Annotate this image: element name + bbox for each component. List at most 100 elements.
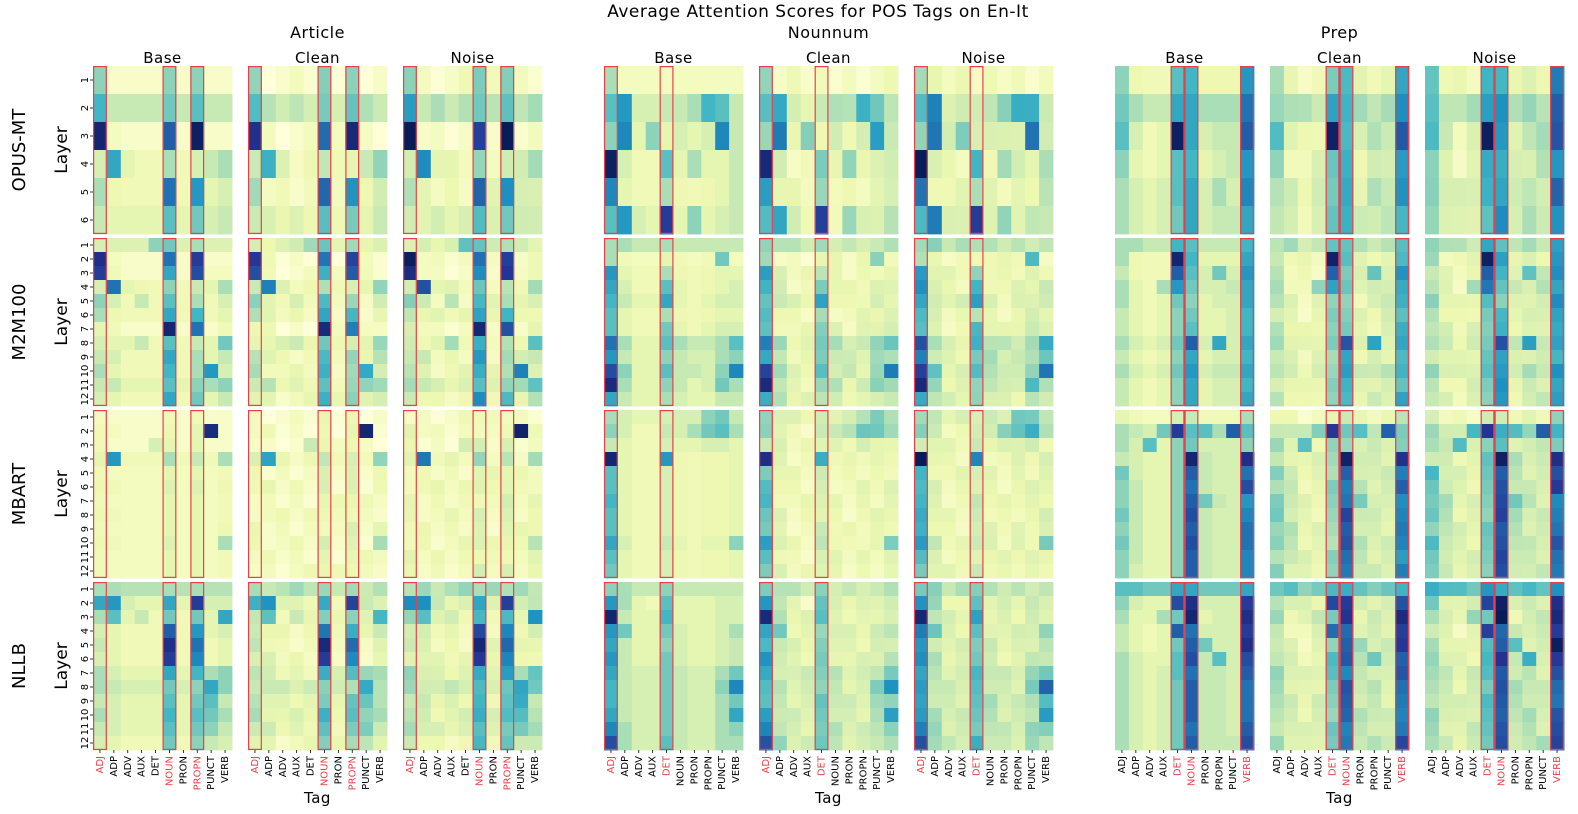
- heatmap-cell: [345, 610, 360, 625]
- heatmap-cell: [659, 392, 674, 407]
- heatmap-cell: [659, 666, 674, 681]
- heatmap-cell: [514, 94, 529, 123]
- heatmap-cell: [1494, 378, 1509, 393]
- heatmap-cell: [190, 150, 205, 179]
- highlight-outline-adj: [603, 410, 618, 579]
- heatmap-cell: [93, 280, 108, 295]
- heatmap-cell: [403, 736, 418, 751]
- heatmap-cell: [416, 722, 432, 737]
- heatmap-cell: [500, 206, 515, 235]
- heatmap-cell: [1494, 438, 1509, 453]
- heatmap-cell: [814, 350, 829, 365]
- heatmap-cell: [870, 522, 885, 537]
- heatmap-cell: [162, 238, 177, 253]
- heatmap-cell: [604, 494, 619, 509]
- heatmap-cell: [1381, 596, 1396, 611]
- heatmap-cell: [1536, 536, 1551, 551]
- heatmap-cell: [645, 178, 660, 207]
- heatmap-cell: [1240, 480, 1255, 495]
- y-tick-label-m2m100-4: 4: [80, 284, 91, 290]
- heatmap-cell: [106, 522, 122, 537]
- heatmap-cell: [1353, 122, 1368, 151]
- heatmap-cell: [1025, 666, 1040, 681]
- heatmap-cell: [1508, 424, 1523, 439]
- heatmap-cell: [1270, 708, 1285, 723]
- heatmap-cell: [914, 94, 929, 123]
- heatmap-cell: [1198, 252, 1213, 267]
- heatmap-cell: [275, 638, 291, 653]
- heatmap-cell: [289, 364, 304, 379]
- heatmap-cell: [1226, 322, 1241, 337]
- heatmap-cell: [331, 494, 346, 509]
- heatmap-cell: [969, 150, 984, 179]
- heatmap-cell: [955, 480, 970, 495]
- heatmap-cell: [403, 638, 418, 653]
- highlight-outline-noun: [1339, 65, 1354, 235]
- heatmap-cell: [303, 624, 318, 639]
- x-tick-label-punct: PUNCT: [206, 755, 217, 790]
- heatmap-cell: [1025, 624, 1040, 639]
- y-tick-label-m2m100-5: 5: [80, 298, 91, 304]
- heatmap-cell: [345, 424, 360, 439]
- heatmap-cell: [828, 508, 843, 523]
- heatmap-cell: [275, 508, 291, 523]
- heatmap-cell: [345, 266, 360, 281]
- heatmap-cell: [528, 708, 543, 723]
- heatmap-cell: [331, 122, 346, 151]
- heatmap-cell: [486, 708, 501, 723]
- heatmap-cell: [261, 550, 277, 565]
- highlight-outline-adj: [758, 410, 773, 579]
- heatmap-cell: [1025, 122, 1040, 151]
- heatmap-cell: [1550, 122, 1565, 151]
- heatmap-cell: [1395, 392, 1410, 407]
- x-tick-label-adp: ADP: [1286, 756, 1297, 777]
- heatmap-cell: [373, 508, 388, 523]
- heatmap-cell: [345, 638, 360, 653]
- heatmap-cell: [1270, 624, 1285, 639]
- heatmap-cell: [1508, 722, 1523, 737]
- heatmap-cell: [1325, 638, 1340, 653]
- heatmap-cell: [1425, 410, 1440, 425]
- heatmap-cell: [1283, 206, 1299, 235]
- heatmap-cell: [1325, 66, 1340, 95]
- heatmap-cell: [786, 666, 802, 681]
- heatmap-cell: [969, 280, 984, 295]
- heatmap-cell: [204, 694, 219, 709]
- heatmap-cell: [1311, 680, 1326, 695]
- heatmap-cell: [759, 652, 774, 667]
- heatmap-cell: [1353, 582, 1368, 597]
- heatmap-cell: [715, 624, 730, 639]
- heatmap-cell: [1536, 122, 1551, 151]
- heatmap-cell: [176, 410, 191, 425]
- heatmap-cell: [373, 564, 388, 579]
- heatmap-cell: [1395, 522, 1410, 537]
- heatmap-cell: [1494, 94, 1509, 123]
- heatmap-cell: [631, 94, 647, 123]
- heatmap-cell: [134, 564, 149, 579]
- heatmap-cell: [93, 424, 108, 439]
- heatmap-cell: [514, 378, 529, 393]
- heatmap-cell: [1297, 582, 1313, 597]
- heatmap-cell: [1425, 94, 1440, 123]
- heatmap-cell: [814, 238, 829, 253]
- heatmap-cell: [162, 336, 177, 351]
- heatmap-cell: [1011, 694, 1026, 709]
- heatmap-cell: [1480, 424, 1495, 439]
- heatmap-cell: [645, 150, 660, 179]
- heatmap-cell: [1156, 680, 1171, 695]
- heatmap-cell: [303, 350, 318, 365]
- x-tick-label-propn: PROPN: [1013, 756, 1024, 790]
- heatmap-cell: [673, 238, 688, 253]
- heatmap-cell: [190, 392, 205, 407]
- heatmap-cell: [927, 494, 943, 509]
- heatmap-cell: [1184, 280, 1199, 295]
- heatmap-cell: [941, 336, 957, 351]
- heatmap-cell: [800, 652, 815, 667]
- model-label-mbart: MBART: [9, 462, 30, 525]
- heatmap-cell: [1353, 596, 1368, 611]
- heatmap-panel-prep-noise-m2m100: [1425, 238, 1565, 407]
- heatmap-cell: [814, 550, 829, 565]
- heatmap-cell: [786, 466, 802, 481]
- heatmap-cell: [190, 596, 205, 611]
- heatmap-cell: [1425, 522, 1440, 537]
